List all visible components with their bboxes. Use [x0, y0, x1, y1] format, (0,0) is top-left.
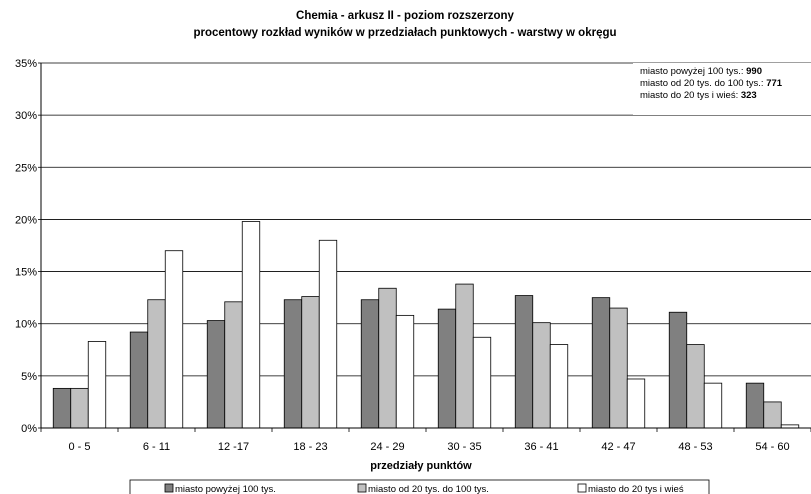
x-axis-label: przedziały punktów	[370, 460, 472, 472]
legend-swatch	[358, 484, 366, 492]
bar	[71, 388, 89, 428]
bar	[687, 345, 705, 428]
bar	[610, 308, 628, 428]
y-axis-ticks: 0% 5% 10% 15% 20% 25% 30% 35%	[15, 58, 37, 435]
bar	[207, 321, 225, 428]
bars	[53, 222, 799, 428]
annotation-line: miasto do 20 tys i wieś: 323	[640, 90, 757, 101]
bar	[592, 298, 610, 428]
y-tick-label: 10%	[15, 319, 37, 331]
bar	[438, 309, 456, 428]
annotation-value: 323	[741, 90, 757, 101]
bar	[88, 341, 106, 428]
bar	[148, 300, 166, 428]
bar	[704, 383, 722, 428]
bar	[396, 315, 414, 428]
bar	[302, 297, 320, 428]
bar	[225, 302, 243, 428]
x-tick-label: 42 - 47	[601, 441, 635, 453]
chart-subtitle: procentowy rozkład wyników w przedziałac…	[193, 27, 616, 39]
x-tick-label: 24 - 29	[370, 441, 404, 453]
x-tick-label: 30 - 35	[447, 441, 481, 453]
bar	[242, 222, 260, 428]
bar	[627, 379, 645, 428]
x-tick-label: 6 - 11	[143, 441, 170, 453]
bar	[533, 323, 551, 428]
x-tick-label: 0 - 5	[68, 441, 90, 453]
annotation-label: miasto powyżej 100 tys.:	[640, 66, 746, 77]
y-tick-label: 0%	[21, 423, 37, 435]
annotation-value: 771	[766, 78, 783, 89]
bar	[550, 345, 568, 428]
legend: miasto powyżej 100 tys. miasto od 20 tys.…	[130, 480, 709, 494]
x-tick-label: 36 - 41	[524, 441, 558, 453]
x-tick-label: 54 - 60	[755, 441, 789, 453]
x-tick-label: 48 - 53	[678, 441, 712, 453]
legend-label: miasto do 20 tys i wieś	[588, 484, 684, 494]
bar	[165, 251, 183, 428]
legend-swatch	[165, 484, 173, 492]
bar	[284, 300, 302, 428]
annotation-label: miasto do 20 tys i wieś:	[640, 90, 741, 101]
bar	[473, 337, 491, 428]
chart-title: Chemia - arkusz II - poziom rozszerzony	[296, 10, 515, 22]
bar	[361, 300, 379, 428]
legend-swatch	[578, 484, 586, 492]
bar	[764, 402, 782, 428]
y-tick-label: 35%	[15, 58, 37, 70]
y-tick-label: 20%	[15, 214, 37, 226]
annotation-line: miasto od 20 tys. do 100 tys.: 771	[640, 78, 783, 89]
y-tick-label: 30%	[15, 110, 37, 122]
bar	[379, 288, 397, 428]
annotation-value: 990	[746, 66, 762, 77]
x-tick-label: 18 - 23	[293, 441, 327, 453]
bar	[746, 383, 764, 428]
bar	[53, 388, 71, 428]
annotation-line: miasto powyżej 100 tys.: 990	[640, 66, 762, 77]
y-tick-label: 5%	[21, 371, 37, 383]
y-tick-label: 25%	[15, 162, 37, 174]
annotation-label: miasto od 20 tys. do 100 tys.:	[640, 78, 766, 89]
x-axis-ticks: 0 - 5 6 - 11 12 -17 18 - 23 24 - 29 30 - 35 36…	[68, 441, 789, 453]
bar	[456, 284, 474, 428]
bar	[319, 240, 337, 428]
bar	[669, 312, 687, 428]
legend-label: miasto powyżej 100 tys.	[175, 484, 276, 494]
bar	[515, 296, 533, 428]
legend-label: miasto od 20 tys. do 100 tys.	[368, 484, 489, 494]
x-tick-label: 12 -17	[218, 441, 249, 453]
bar	[130, 332, 148, 428]
y-tick-label: 15%	[15, 267, 37, 279]
